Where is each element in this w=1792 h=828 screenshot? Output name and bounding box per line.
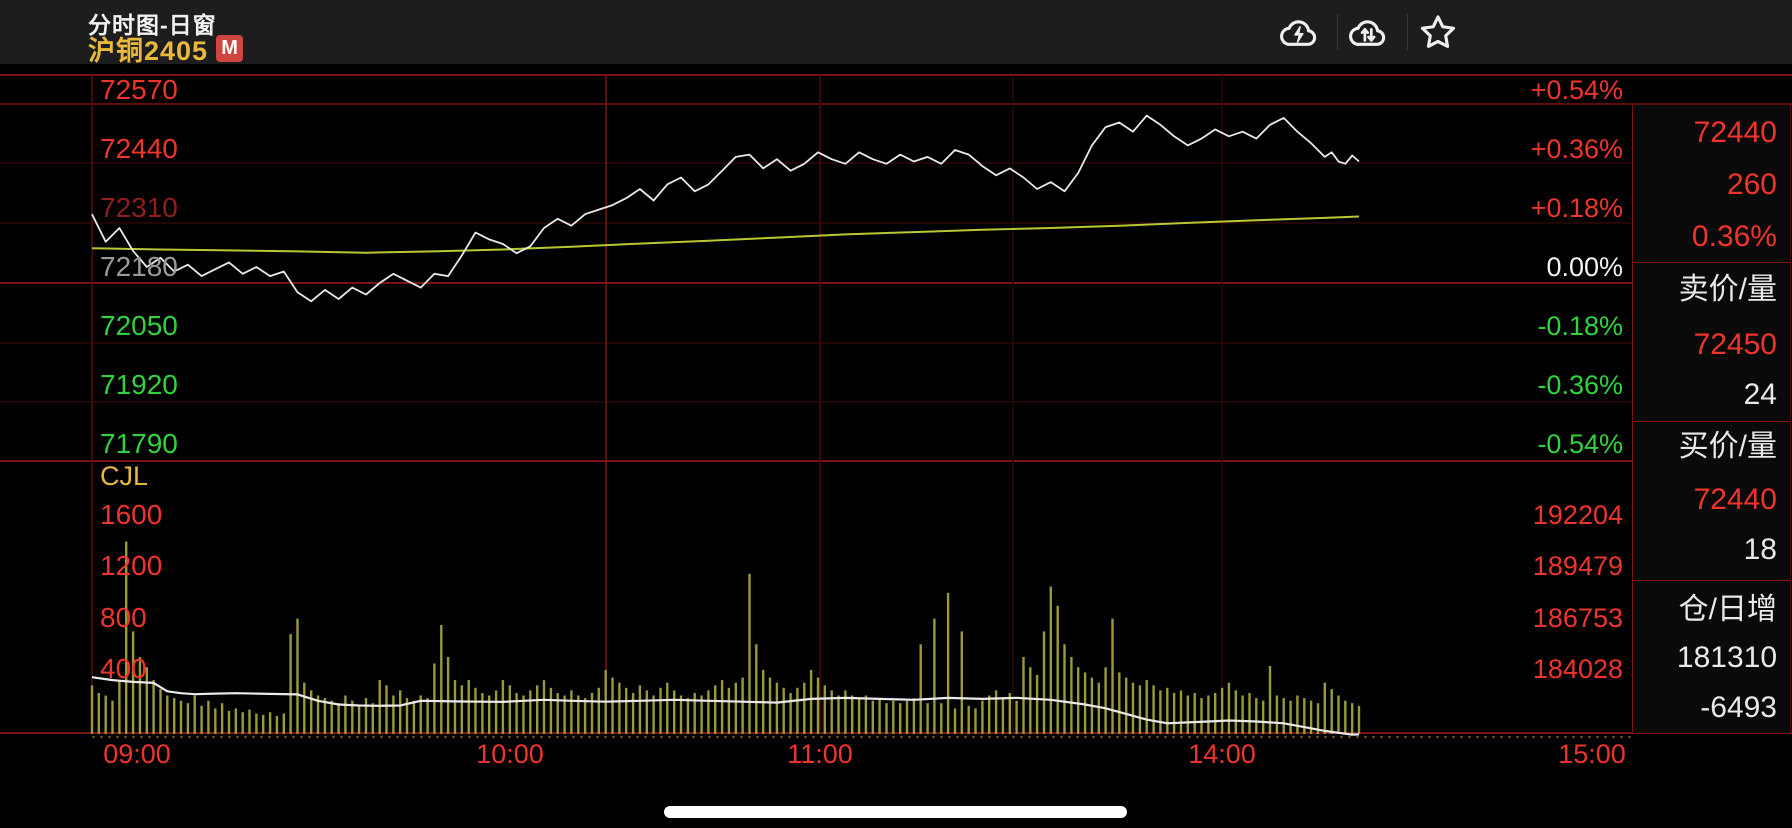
price-axis-label: 72050: [100, 310, 178, 341]
panel-divider: [1633, 262, 1790, 263]
volume-axis-label: 800: [100, 602, 147, 633]
change-percent: 0.36%: [1691, 220, 1777, 253]
cloud-lightning-icon[interactable]: [1277, 11, 1321, 55]
header-separator: [1337, 14, 1338, 50]
open-interest-value: 181310: [1676, 641, 1777, 674]
contract-row[interactable]: 沪铜2405 M: [88, 33, 244, 66]
open-interest-axis-label: 192204: [1533, 500, 1623, 530]
open-interest-change: -6493: [1700, 691, 1777, 724]
bid-price: 72440: [1693, 483, 1777, 516]
percent-axis-label: +0.54%: [1531, 75, 1623, 105]
last-price: 72440: [1693, 116, 1777, 149]
time-axis-label: 15:00: [1558, 739, 1626, 769]
ask-quantity: 24: [1743, 378, 1777, 411]
ask-label: 卖价/量: [1678, 273, 1777, 306]
price-axis-label: 71790: [100, 428, 178, 459]
price-axis-label: 72440: [100, 133, 178, 164]
cloud-transfer-icon[interactable]: [1346, 11, 1390, 55]
percent-axis-label: -0.18%: [1537, 311, 1623, 341]
panel-divider: [1633, 421, 1790, 422]
average-price-line: [91, 215, 1360, 254]
series-line: [91, 114, 1360, 303]
volume-bars: [90, 541, 1361, 734]
volume-axis-label: 1600: [100, 499, 162, 530]
volume-axis-label: 1200: [100, 550, 162, 581]
header-separator: [1407, 14, 1408, 50]
indicator-label: CJL: [100, 461, 148, 491]
percent-axis-label: +0.36%: [1531, 134, 1623, 164]
open-interest-axis-label: 184028: [1533, 654, 1623, 684]
open-interest-axis-label: 189479: [1533, 551, 1623, 581]
open-interest-label: 仓/日增: [1678, 593, 1777, 626]
time-axis-label: 14:00: [1188, 739, 1256, 769]
axis-labels: 72570 72440 72310 72180 72050 71920 71790 +0.54…: [100, 74, 1626, 769]
price-change: 260: [1726, 168, 1777, 201]
price-axis-label: 72570: [100, 74, 178, 105]
price-axis-label: 72310: [100, 192, 178, 223]
bid-quantity: 18: [1743, 533, 1777, 566]
percent-axis-label: -0.36%: [1537, 370, 1623, 400]
time-axis-label: 11:00: [787, 739, 853, 769]
percent-axis-label: 0.00%: [1546, 252, 1623, 282]
time-axis-label: 09:00: [103, 739, 171, 769]
panel-divider: [1633, 580, 1790, 581]
price-axis-label: 72180: [100, 251, 178, 282]
home-indicator[interactable]: [664, 806, 1127, 818]
main-contract-badge: M: [216, 34, 244, 62]
bid-label: 买价/量: [1678, 430, 1777, 463]
time-axis-label: 10:00: [476, 739, 544, 769]
star-icon[interactable]: [1416, 11, 1460, 55]
open-interest-axis-label: 186753: [1533, 603, 1623, 633]
series-line: [91, 676, 1360, 736]
grid-lines: [0, 74, 1792, 738]
top-bar: 分时图-日窗 沪铜2405 M: [0, 0, 1792, 66]
price-axis-label: 71920: [100, 369, 178, 400]
volume-axis-label: 400: [100, 653, 147, 684]
percent-axis-label: +0.18%: [1531, 193, 1623, 223]
page-title: 分时图-日窗: [88, 12, 217, 38]
quote-panel[interactable]: 72440 260 0.36% 卖价/量 72450 24 买价/量 72440…: [1632, 105, 1791, 733]
price-line: [91, 114, 1360, 303]
series-line: [91, 215, 1360, 254]
percent-axis-label: -0.54%: [1537, 429, 1623, 459]
open-interest-line: [91, 676, 1360, 736]
ask-price: 72450: [1693, 328, 1777, 361]
contract-name: 沪铜2405: [88, 35, 209, 66]
